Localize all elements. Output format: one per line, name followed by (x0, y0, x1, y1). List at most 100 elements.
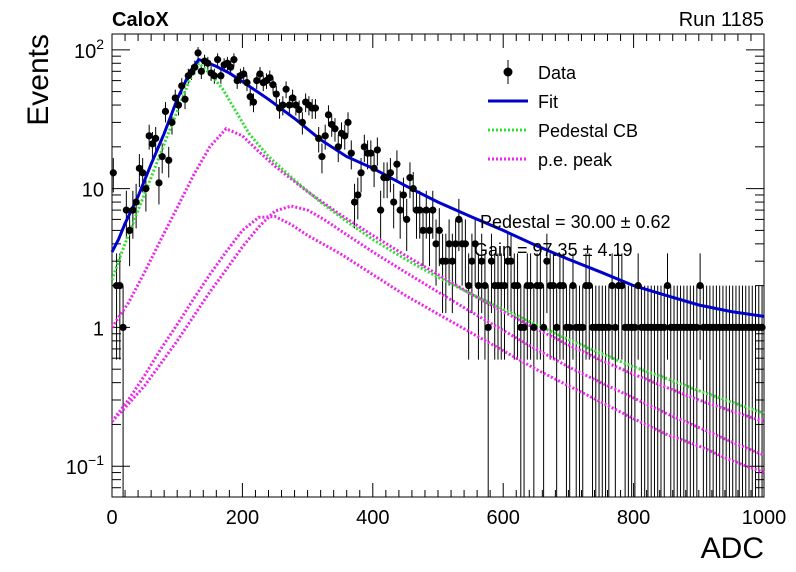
y-tick-label: 10−1 (66, 452, 104, 479)
x-axis-label: ADC (701, 532, 764, 565)
data-point (129, 206, 137, 214)
data-point (354, 191, 362, 199)
data-point (295, 106, 303, 114)
x-tick-label: 800 (617, 507, 650, 529)
data-point (210, 72, 218, 80)
x-tick-labels: 0 200 400 600 800 1000 (106, 507, 786, 529)
data-point (155, 179, 163, 187)
data-point (161, 107, 170, 115)
data-point (419, 226, 427, 234)
data-point (396, 206, 404, 214)
data-point (289, 94, 297, 102)
data-point (214, 56, 222, 64)
data-point (152, 134, 160, 143)
pe-peak-curve-2 (110, 214, 765, 475)
data-point (311, 104, 320, 112)
y-tick-label: 10 (82, 180, 104, 202)
data-point (217, 72, 225, 80)
data-point (526, 282, 535, 290)
data-point (500, 282, 509, 290)
data-point (253, 77, 261, 85)
fit-curve (110, 57, 765, 318)
y-tick-label: 102 (74, 36, 104, 63)
data-point (298, 118, 306, 126)
plot-frame (111, 33, 765, 498)
data-point (631, 323, 639, 332)
data-point (145, 132, 153, 140)
data-point (331, 125, 339, 133)
data-point (432, 240, 440, 248)
data-point (448, 257, 456, 265)
data-point (549, 282, 558, 290)
data-point (122, 206, 130, 214)
data-point (367, 149, 375, 157)
data-point (142, 185, 150, 193)
data-point (693, 323, 701, 332)
data-point (204, 59, 212, 67)
data-point (422, 206, 430, 214)
x-tick-label: 400 (356, 507, 389, 529)
y-tick-labels: 10−1 1 10 102 (66, 36, 104, 479)
data-point (119, 323, 127, 332)
data-point (618, 282, 626, 290)
data-point (116, 282, 124, 290)
header-right: Run 1185 (679, 9, 764, 31)
data-point (507, 257, 515, 265)
data-point (386, 169, 395, 177)
pe-peak-curve-3 (110, 204, 765, 457)
data-point (474, 282, 483, 290)
data-point (197, 67, 205, 75)
data-point (660, 323, 668, 332)
data-point (461, 240, 469, 248)
data-point (536, 282, 544, 290)
data-point (520, 323, 528, 332)
data-point (455, 215, 463, 224)
data-point (178, 82, 186, 90)
data-point (139, 169, 147, 177)
data-point (279, 101, 287, 109)
data-point (471, 240, 479, 248)
data-point (324, 111, 333, 119)
x-tick-label: 0 (106, 507, 117, 529)
legend-label: p.e. peak (538, 150, 613, 170)
data-point (341, 132, 349, 140)
data-point (399, 191, 408, 199)
data-point (318, 153, 326, 161)
data-points (109, 49, 766, 332)
data-point (605, 323, 613, 332)
data-point (285, 101, 293, 109)
data-point (758, 323, 766, 332)
data-point (227, 63, 235, 71)
data-point (126, 226, 134, 234)
x-tick-label: 200 (226, 507, 259, 529)
data-point (579, 323, 587, 332)
y-tick-label: 1 (93, 318, 104, 340)
data-point (540, 323, 548, 332)
data-point (181, 95, 189, 103)
data-point (347, 149, 355, 157)
data-point (445, 240, 453, 248)
data-point (243, 79, 251, 87)
data-point (165, 156, 173, 164)
data-point (168, 118, 176, 126)
data-point (240, 70, 248, 78)
data-point (282, 85, 290, 93)
data-point (425, 226, 434, 234)
data-point (553, 323, 561, 332)
data-point (429, 206, 437, 214)
data-point (373, 146, 381, 154)
data-point (109, 169, 117, 177)
legend-label: Data (538, 63, 577, 83)
legend: Data Fit Pedestal CB p.e. peak (488, 60, 638, 170)
x-tick-label: 600 (487, 507, 520, 529)
data-point (435, 226, 443, 234)
data-point (452, 240, 460, 248)
data-point (370, 164, 378, 172)
data-point (272, 90, 280, 98)
data-point (334, 143, 342, 151)
data-point (569, 282, 577, 290)
data-point (478, 257, 486, 265)
data-point (174, 101, 183, 109)
data-point (350, 198, 359, 206)
